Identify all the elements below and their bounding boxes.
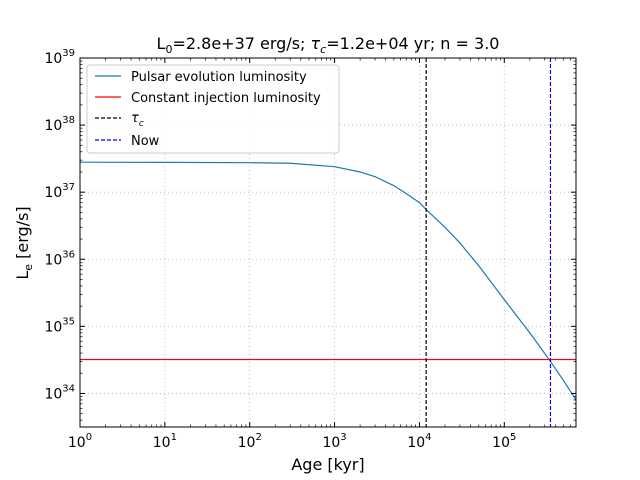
y-tick-label: 1036: [44, 249, 75, 268]
x-tick-label: 103: [322, 432, 346, 451]
y-tick-label: 1034: [44, 383, 75, 402]
legend-label-tau-c: τc: [131, 111, 144, 129]
y-axis: 1034 1035 1036 1037 1038 1039: [44, 48, 576, 421]
legend-box: [86, 64, 340, 154]
x-axis-label: Age [kyr]: [291, 455, 364, 474]
chart-title: L0=2.8e+37 erg/s; τc=1.2e+04 yr; n = 3.0: [157, 34, 500, 56]
y-tick-label: 1037: [44, 182, 75, 201]
axes-frame: [79, 57, 577, 428]
y-axis-label: Le [erg/s]: [13, 206, 35, 279]
y-tick-label: 1035: [44, 316, 75, 335]
legend-label-pulsar: Pulsar evolution luminosity: [131, 70, 307, 85]
x-tick-label: 102: [238, 432, 262, 451]
legend-label-now: Now: [131, 134, 160, 149]
x-axis: 100 101 102 103 104 105: [68, 58, 571, 451]
x-tick-label: 105: [492, 432, 516, 451]
y-tick-label: 1039: [44, 48, 75, 67]
plot-area: [80, 58, 576, 427]
legend: Pulsar evolution luminosity Constant inj…: [86, 64, 340, 154]
y-tick-label: 1038: [44, 115, 75, 134]
x-tick-label: 104: [407, 432, 431, 451]
series-line-pulsar: [80, 161, 576, 401]
x-tick-label: 100: [68, 432, 92, 451]
legend-label-constant: Constant injection luminosity: [131, 91, 321, 106]
x-tick-label: 101: [153, 432, 177, 451]
